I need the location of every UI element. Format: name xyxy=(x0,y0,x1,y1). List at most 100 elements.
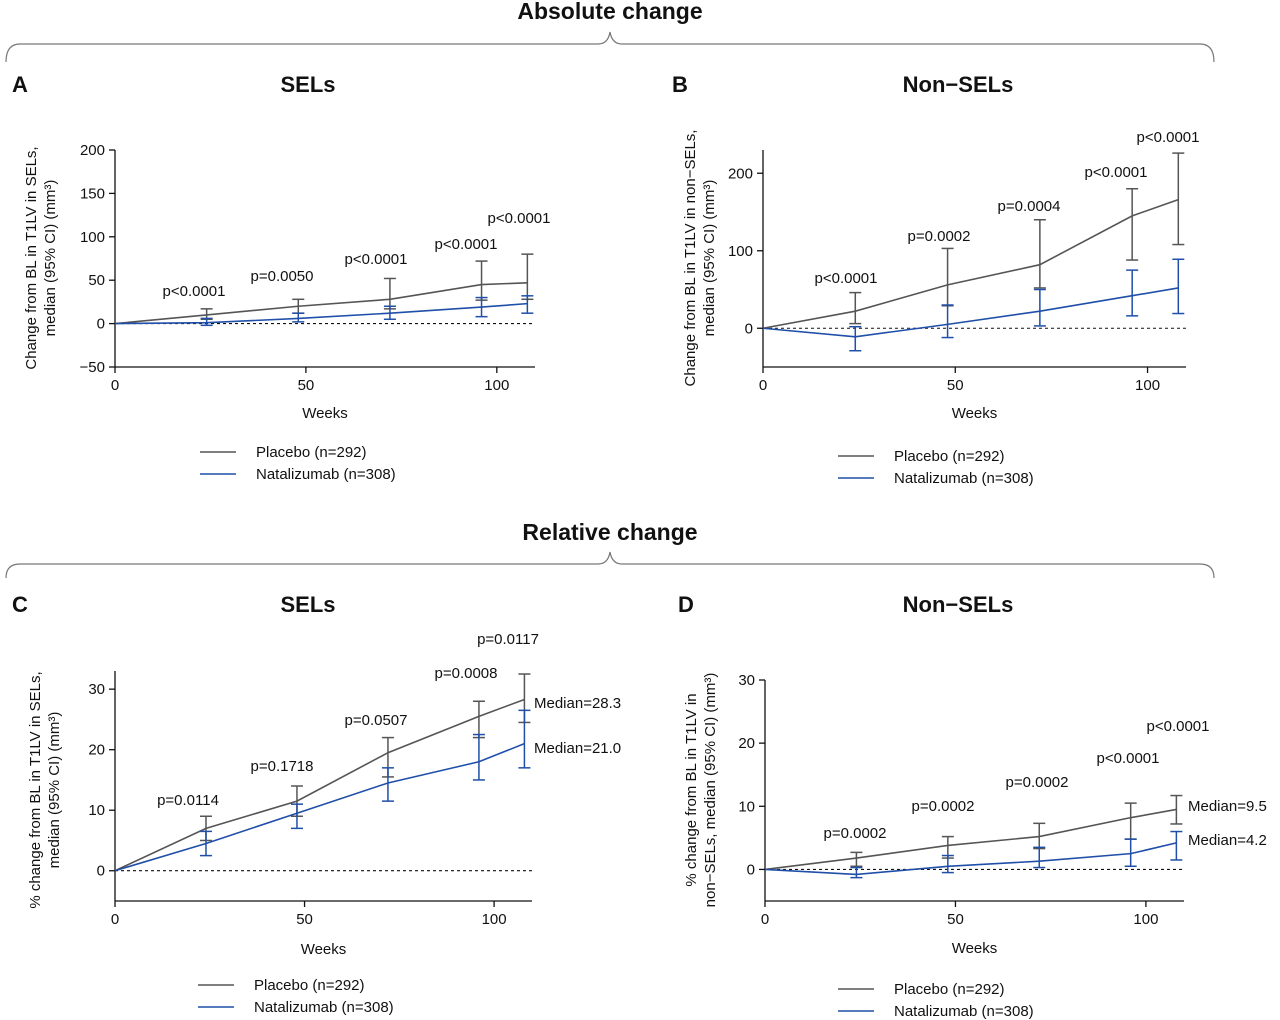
x-axis-label: Weeks xyxy=(952,405,998,422)
p-value-label: p=0.0002 xyxy=(908,228,971,245)
y-tick-label: 0 xyxy=(747,861,755,878)
y-tick-label: 20 xyxy=(738,735,755,752)
x-tick-label: 50 xyxy=(947,377,964,394)
y-tick-label: −50 xyxy=(80,359,105,376)
section-title-absolute: Absolute change xyxy=(517,0,702,24)
series-line-placebo xyxy=(114,282,528,325)
legend-label-placebo: Placebo (n=292) xyxy=(894,981,1005,998)
x-axis-label: Weeks xyxy=(302,405,348,422)
legend-label-natalizumab: Natalizumab (n=308) xyxy=(894,470,1034,487)
p-value-label: p=0.0004 xyxy=(998,198,1061,215)
p-value-label: p<0.0001 xyxy=(1097,750,1160,767)
p-value-label: p=0.0002 xyxy=(824,825,887,842)
p-value-label: p<0.0001 xyxy=(488,210,551,227)
y-axis-label: % change from BL in T1LV in SELs, median … xyxy=(27,671,63,908)
series-line-natalizumab xyxy=(762,287,1179,338)
y-tick-label: 100 xyxy=(80,229,105,246)
median-label: Median=4.2 xyxy=(1188,832,1267,849)
p-value-label: p<0.0001 xyxy=(1147,718,1210,735)
panel-c: C SELs 0 10 20 30 0 50 100 Weeks % change from BL … xyxy=(12,592,621,1016)
y-tick-label: 200 xyxy=(728,165,753,182)
brace-relative xyxy=(5,551,1215,579)
x-tick-label: 0 xyxy=(111,377,119,394)
legend-label-placebo: Placebo (n=292) xyxy=(254,977,365,994)
y-tick-label: 10 xyxy=(738,798,755,815)
y-tick-label: 150 xyxy=(80,185,105,202)
y-axis-label: % change from BL in T1LV in non−SELs, med… xyxy=(683,673,719,908)
legend-label-placebo: Placebo (n=292) xyxy=(256,444,367,461)
y-axis-label-line: median (95% CI) (mm³) xyxy=(46,712,63,869)
y-axis-label-line: Change from BL in T1LV in non−SELs, xyxy=(682,130,699,387)
x-tick-label: 50 xyxy=(296,911,313,928)
y-tick-label: 30 xyxy=(738,672,755,689)
section-title-relative: Relative change xyxy=(522,519,697,545)
y-tick-label: 0 xyxy=(97,863,105,880)
series-line-natalizumab xyxy=(114,302,528,325)
series-line-placebo xyxy=(114,698,525,872)
series-line-placebo xyxy=(764,808,1177,871)
panel-title: Non−SELs xyxy=(903,72,1014,97)
x-tick-label: 100 xyxy=(482,911,507,928)
median-label: Median=21.0 xyxy=(534,740,621,757)
p-value-label: p=0.0114 xyxy=(157,792,219,809)
y-tick-label: 0 xyxy=(745,320,753,337)
y-tick-label: 50 xyxy=(88,272,105,289)
x-tick-label: 50 xyxy=(947,911,964,928)
series-line-natalizumab xyxy=(114,742,525,872)
y-tick-label: 10 xyxy=(88,802,105,819)
p-value-label: p=0.0117 xyxy=(477,631,539,648)
brace-absolute xyxy=(5,31,1215,63)
panel-title: SELs xyxy=(280,592,335,617)
panel-letter: B xyxy=(672,72,688,97)
p-value-label: p<0.0001 xyxy=(815,270,878,287)
y-axis-label-line: Change from BL in T1LV in SELs, xyxy=(23,146,40,369)
x-tick-label: 0 xyxy=(761,911,769,928)
panel-b: B Non−SELs 0 100 200 0 50 100 Weeks Change from B… xyxy=(672,72,1199,487)
x-tick-label: 0 xyxy=(759,377,767,394)
y-axis-label: Change from BL in T1LV in non−SELs, media… xyxy=(682,130,718,387)
x-tick-label: 0 xyxy=(111,911,119,928)
y-axis-label: Change from BL in T1LV in SELs, median (9… xyxy=(23,146,59,369)
legend-label-natalizumab: Natalizumab (n=308) xyxy=(254,999,394,1016)
panel-title: SELs xyxy=(280,72,335,97)
median-label: Median=28.3 xyxy=(534,695,621,712)
p-value-label: p<0.0001 xyxy=(1137,129,1200,146)
y-tick-label: 100 xyxy=(728,243,753,260)
p-value-label: p=0.0008 xyxy=(435,665,498,682)
x-tick-label: 100 xyxy=(1135,377,1160,394)
y-axis-label-line: median (95% CI) (mm³) xyxy=(42,180,59,337)
p-value-label: p=0.0002 xyxy=(1006,774,1069,791)
p-value-label: p<0.0001 xyxy=(345,251,408,268)
y-axis-label-line: % change from BL in T1LV in xyxy=(683,693,700,886)
panel-letter: A xyxy=(12,72,28,97)
y-tick-label: 0 xyxy=(97,316,105,333)
legend-label-natalizumab: Natalizumab (n=308) xyxy=(894,1003,1034,1020)
series-line-placebo xyxy=(762,198,1179,330)
x-axis-label: Weeks xyxy=(952,940,998,957)
series-line-natalizumab xyxy=(764,842,1177,876)
p-value-label: p=0.0050 xyxy=(251,268,314,285)
legend-label-natalizumab: Natalizumab (n=308) xyxy=(256,466,396,483)
y-axis-label-line: median (95% CI) (mm³) xyxy=(701,180,718,337)
p-value-label: p=0.0002 xyxy=(912,798,975,815)
panel-title: Non−SELs xyxy=(903,592,1014,617)
p-value-label: p<0.0001 xyxy=(1085,164,1148,181)
x-tick-label: 100 xyxy=(484,377,509,394)
p-value-label: p=0.1718 xyxy=(251,758,314,775)
x-axis-label: Weeks xyxy=(301,941,347,958)
panel-a: A SELs −50 0 50 100 150 200 0 50 100 Weeks Change fr… xyxy=(12,72,550,483)
y-tick-label: 20 xyxy=(88,742,105,759)
panel-letter: C xyxy=(12,592,28,617)
y-axis-label-line: non−SELs, median (95% CI) (mm³) xyxy=(702,673,719,908)
median-label: Median=9.5 xyxy=(1188,798,1267,815)
p-value-label: p=0.0507 xyxy=(345,712,408,729)
panel-letter: D xyxy=(678,592,694,617)
y-tick-label: 200 xyxy=(80,142,105,159)
p-value-label: p<0.0001 xyxy=(435,236,498,253)
panel-d: D Non−SELs 0 10 20 30 0 50 100 Weeks % change from… xyxy=(678,592,1267,1020)
x-tick-label: 100 xyxy=(1133,911,1158,928)
y-axis-label-line: % change from BL in T1LV in SELs, xyxy=(27,671,44,908)
y-tick-label: 30 xyxy=(88,681,105,698)
legend-label-placebo: Placebo (n=292) xyxy=(894,448,1005,465)
